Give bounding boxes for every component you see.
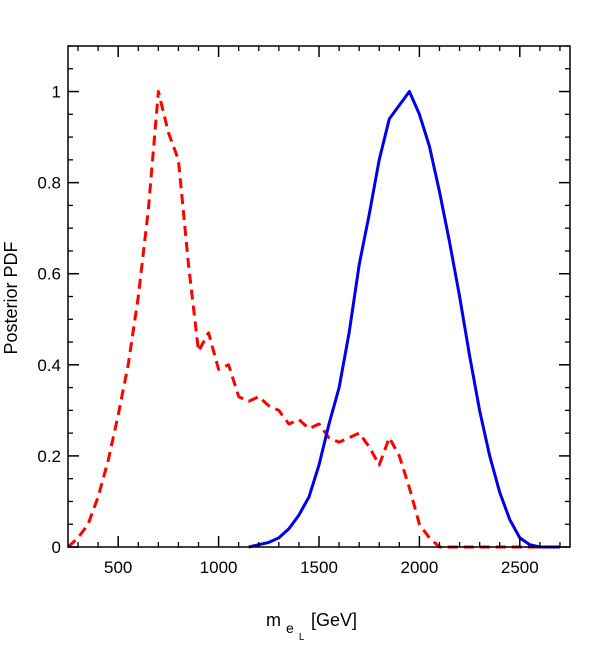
x-tick-label: 2000 — [400, 558, 438, 577]
x-axis-label-main: m — [266, 610, 281, 630]
y-tick-label: 0.6 — [37, 265, 61, 284]
series-line-1 — [248, 90, 560, 549]
x-tick-label: 1500 — [300, 558, 338, 577]
x-tick-labels: 500 1000 1500 2000 2500 — [104, 558, 539, 577]
series-line-0 — [66, 90, 560, 549]
x-tick-label: 500 — [104, 558, 132, 577]
x-axis-label: m e L [GeV] — [266, 610, 357, 644]
plot-lines — [66, 90, 560, 549]
y-tick-labels: 0 0.2 0.4 0.6 0.8 1 — [37, 83, 61, 557]
x-axis-label-sub: e — [286, 620, 294, 636]
x-tick-label: 2500 — [501, 558, 539, 577]
y-tick-label: 0.4 — [37, 356, 61, 375]
y-tick-label: 0 — [52, 538, 61, 557]
y-tick-label: 1 — [52, 83, 61, 102]
x-tick-label: 1000 — [200, 558, 238, 577]
x-axis-label-subsub: L — [299, 632, 305, 643]
y-tick-label: 0.8 — [37, 174, 61, 193]
major-ticks — [68, 46, 570, 548]
y-tick-label: 0.2 — [37, 447, 61, 466]
x-axis-label-unit: [GeV] — [311, 610, 357, 630]
y-axis-label: Posterior PDF — [1, 241, 21, 354]
plot-frame — [67, 45, 571, 548]
